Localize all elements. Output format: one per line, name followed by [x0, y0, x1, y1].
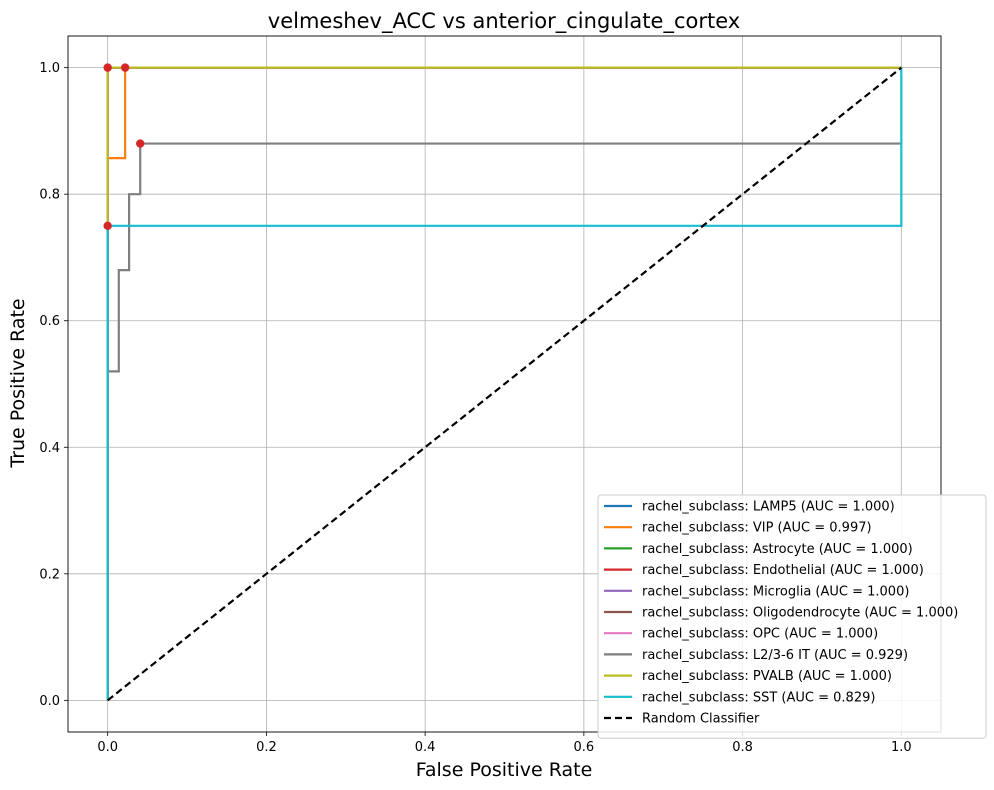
x-tick-label: 0.2: [256, 740, 277, 755]
y-tick-label: 0.2: [39, 567, 60, 582]
x-axis-label: False Positive Rate: [416, 759, 593, 781]
legend-frame: [597, 494, 987, 739]
legend-entry: rachel_subclass: Endothelial (AUC = 1.00…: [642, 563, 924, 578]
y-tick-label: 1.0: [39, 61, 60, 76]
legend: rachel_subclass: LAMP5 (AUC = 1.000) rach…: [597, 494, 987, 739]
x-tick-label: 1.0: [891, 740, 912, 755]
threshold-marker: [103, 63, 112, 72]
y-tick-label: 0.8: [39, 188, 60, 203]
y-axis-label: True Positive Rate: [7, 298, 29, 468]
x-tick-label: 0.8: [732, 740, 753, 755]
chart-title: velmeshev_ACC vs anterior_cingulate_cort…: [268, 9, 740, 34]
x-tick-label: 0.4: [415, 740, 436, 755]
x-tick-label: 0.6: [574, 740, 595, 755]
threshold-marker: [136, 139, 145, 148]
legend-entry: rachel_subclass: Oligodendrocyte (AUC = …: [642, 606, 958, 621]
legend-entry: rachel_subclass: L2/3-6 IT (AUC = 0.929): [642, 648, 908, 663]
series-line: [106, 67, 903, 701]
series-line: [106, 142, 902, 701]
plot-area: 0.0 0.2 0.4 0.6 0.8 1.0 0.0 0.2 0.4 0.6 0.8 1.0: [39, 35, 942, 755]
axes-frame: [67, 35, 942, 733]
legend-entry: Random Classifier: [642, 712, 760, 727]
legend-entry: rachel_subclass: OPC (AUC = 1.000): [642, 627, 878, 642]
legend-entry: rachel_subclass: LAMP5 (AUC = 1.000): [642, 500, 895, 515]
y-tick-label: 0.6: [39, 314, 60, 329]
legend-entry: rachel_subclass: Microglia (AUC = 1.000): [642, 584, 909, 599]
threshold-marker: [120, 63, 130, 72]
x-tick-label: 0.0: [97, 740, 118, 755]
y-tick-label: 0.4: [39, 441, 60, 456]
legend-entry: rachel_subclass: PVALB (AUC = 1.000): [642, 669, 892, 684]
series-line: [106, 66, 903, 702]
y-tick-label: 0.0: [39, 694, 60, 709]
legend-entry: rachel_subclass: Astrocyte (AUC = 1.000): [642, 542, 913, 557]
legend-entry: rachel_subclass: VIP (AUC = 0.997): [642, 521, 872, 536]
legend-entry: rachel_subclass: SST (AUC = 0.829): [642, 690, 875, 705]
threshold-marker: [103, 221, 112, 231]
